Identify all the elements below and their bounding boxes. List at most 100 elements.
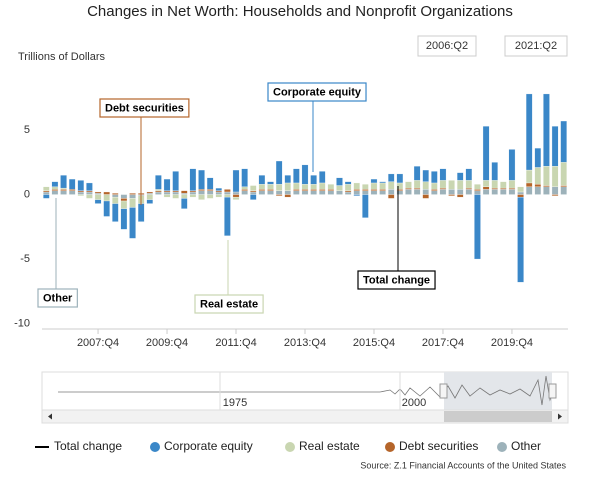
- bar-segment: [327, 190, 335, 195]
- bar-segment: [431, 189, 438, 191]
- annotation: Total change: [363, 274, 430, 286]
- bar-segment: [181, 193, 188, 195]
- bar-segment: [77, 191, 85, 195]
- bar-segment: [146, 193, 154, 195]
- range-start[interactable]: 2006:Q2: [426, 40, 468, 52]
- bar-segment: [284, 194, 292, 198]
- bar-segment: [517, 191, 524, 195]
- bar-segment: [275, 190, 283, 195]
- bar-segment: [155, 175, 162, 190]
- bar-segment: [43, 186, 50, 191]
- bar-segment: [241, 189, 248, 191]
- bar-segment: [172, 194, 179, 199]
- bar-segment: [258, 189, 266, 191]
- legend-marker: [497, 442, 507, 452]
- annotation-box: [357, 270, 436, 290]
- bar-segment: [482, 189, 490, 195]
- y-tick-label: 5: [24, 124, 30, 136]
- bar-segment: [206, 190, 214, 195]
- x-tick-label: 2009:Q4: [146, 337, 188, 349]
- bar-segment: [250, 194, 257, 200]
- bar-segment: [508, 180, 516, 189]
- bar-segment: [448, 180, 455, 190]
- bar-segment: [86, 190, 93, 193]
- bar-segment: [353, 190, 360, 195]
- bar-segment: [120, 194, 128, 199]
- bar-segment: [560, 186, 567, 195]
- range-end[interactable]: 2021:Q2: [515, 40, 557, 52]
- bar-segment: [456, 189, 464, 195]
- bar-segment: [310, 189, 317, 191]
- bar-segment: [60, 187, 67, 190]
- bar-segment: [189, 190, 197, 193]
- navigator-label: 1975: [223, 397, 247, 409]
- bar-segment: [543, 185, 550, 187]
- bar-segment: [387, 173, 395, 182]
- bar-segment: [155, 190, 162, 193]
- bar-segment: [232, 196, 240, 200]
- bar-segment: [482, 180, 490, 187]
- legend-marker: [385, 442, 395, 452]
- bar-segment: [293, 168, 300, 184]
- bar-segment: [327, 184, 335, 190]
- x-tick-label: 2013:Q4: [284, 337, 326, 349]
- bar-segment: [422, 169, 429, 182]
- bar-segment: [318, 189, 326, 191]
- bar-segment: [465, 187, 473, 190]
- bar-segment: [508, 189, 516, 195]
- bar-segment: [86, 194, 93, 199]
- bar-segment: [551, 126, 559, 167]
- bar-segment: [43, 190, 50, 193]
- legend-label[interactable]: Corporate equity: [164, 439, 253, 453]
- bar-segment: [267, 189, 274, 191]
- bar-segment: [120, 198, 128, 202]
- bar-segment: [129, 194, 136, 199]
- bar-segment: [534, 147, 542, 168]
- navigator-handle[interactable]: [548, 383, 557, 399]
- bar-segment: [181, 198, 188, 209]
- bar-segment: [362, 189, 369, 191]
- range-box[interactable]: [417, 35, 477, 57]
- bar-segment: [103, 194, 110, 202]
- scrollbar-thumb[interactable]: [444, 411, 552, 422]
- bar-segment: [413, 189, 421, 195]
- bar-segment: [353, 182, 360, 190]
- bar-segment: [215, 190, 223, 193]
- bar-segment: [543, 166, 550, 186]
- bar-segment: [500, 189, 507, 195]
- legend-label[interactable]: Real estate: [299, 439, 360, 453]
- bar-segment: [301, 184, 309, 190]
- bar-segment: [293, 189, 300, 191]
- bar-segment: [51, 181, 59, 187]
- bar-segment: [344, 184, 352, 191]
- bar-segment: [146, 191, 154, 194]
- bar-segment: [310, 184, 317, 190]
- legend-label[interactable]: Other: [511, 439, 541, 453]
- bar-segment: [422, 181, 429, 190]
- bar-segment: [250, 190, 257, 193]
- bar-segment: [112, 196, 119, 204]
- range-box[interactable]: [504, 35, 568, 57]
- bar-segment: [336, 177, 343, 186]
- annotation: Corporate equity: [273, 86, 362, 98]
- chart-title: Changes in Net Worth: Households and Non…: [87, 3, 513, 20]
- bar-segment: [387, 194, 395, 199]
- navigator[interactable]: [41, 371, 569, 424]
- bar-segment: [86, 191, 93, 195]
- bar-segment: [336, 185, 343, 191]
- navigator-handle[interactable]: [439, 383, 448, 399]
- bar-segment: [43, 191, 50, 195]
- bar-segment: [491, 180, 498, 189]
- annotation-box: [99, 98, 190, 118]
- legend-label[interactable]: Total change: [54, 439, 122, 453]
- bar-segment: [241, 190, 248, 195]
- bar-segment: [293, 182, 300, 190]
- bar-segment: [181, 194, 188, 199]
- bar-segment: [224, 191, 231, 195]
- bar-segment: [284, 175, 292, 184]
- bar-segment: [439, 168, 447, 181]
- bar-segment: [206, 194, 214, 199]
- legend-label[interactable]: Debt securities: [399, 439, 478, 453]
- bar-segment: [189, 168, 197, 191]
- scrollbar[interactable]: [41, 409, 569, 424]
